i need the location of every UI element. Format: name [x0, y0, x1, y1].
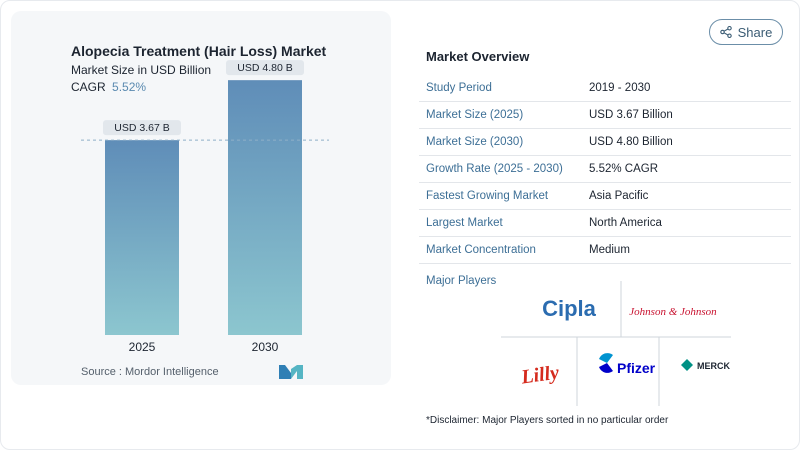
pfizer-icon [599, 353, 613, 363]
chart-card [11, 11, 391, 385]
overview-value: USD 4.80 Billion [589, 136, 673, 148]
chart-title: Alopecia Treatment (Hair Loss) Market [71, 43, 327, 59]
merck-logo: MERCK [681, 359, 730, 371]
source-text: Source : Mordor Intelligence [81, 366, 219, 378]
share-icon [719, 26, 732, 38]
overview-row: Study Period 2019 - 2030 [419, 75, 791, 102]
overview-row: Market Concentration Medium [419, 237, 791, 264]
overview-key: Study Period [426, 82, 492, 94]
data-label-bg [103, 120, 181, 136]
data-label: USD 3.67 B [114, 122, 169, 134]
overview-value: 5.52% CAGR [589, 163, 659, 175]
merck-icon [681, 359, 693, 371]
cagr-label: CAGR [71, 80, 106, 94]
overview-key: Market Size (2025) [426, 109, 524, 121]
cipla-logo: Cipla [542, 296, 597, 321]
merck-wordmark: MERCK [697, 361, 730, 371]
lilly-logo: Lilly [519, 362, 561, 389]
cagr-value: 5.52% [112, 80, 147, 94]
bar-chart: USD 3.67 B 2025 USD 4.80 B 2030 [81, 60, 329, 354]
overview-value: Asia Pacific [589, 190, 649, 202]
bar-2030 [228, 80, 302, 335]
disclaimer-text: *Disclaimer: Major Players sorted in no … [426, 415, 669, 426]
mordor-logo-icon [279, 365, 303, 379]
overview-key: Market Concentration [426, 244, 536, 256]
overview-key: Market Size (2030) [426, 136, 524, 148]
overview-value: Medium [589, 244, 630, 256]
share-button[interactable]: Share [709, 19, 783, 45]
bar-2025 [105, 140, 179, 335]
chart-subtitle: Market Size in USD Billion [71, 63, 212, 77]
overview-value: North America [589, 217, 662, 229]
overview-row: Market Size (2030) USD 4.80 Billion [419, 129, 791, 156]
overview-value: 2019 - 2030 [589, 82, 651, 94]
overview-row: Fastest Growing Market Asia Pacific [419, 183, 791, 210]
overview-key: Largest Market [426, 217, 503, 229]
overview-row: Market Size (2025) USD 3.67 Billion [419, 102, 791, 129]
overview-table: Study Period 2019 - 2030 Market Size (2025… [419, 75, 791, 264]
share-label: Share [737, 24, 773, 40]
overview-row: Growth Rate (2025 - 2030) 5.52% CAGR [419, 156, 791, 183]
x-tick-label: 2030 [252, 340, 279, 354]
overview-key: Fastest Growing Market [426, 190, 549, 202]
data-label-bg [226, 60, 304, 76]
data-label: USD 4.80 B [237, 62, 292, 74]
x-tick-label: 2025 [129, 340, 156, 354]
pfizer-wordmark: Pfizer [617, 360, 656, 376]
overview-value: USD 3.67 Billion [589, 109, 673, 121]
players-title: Major Players [426, 275, 497, 287]
johnson-johnson-logo: Johnson & Johnson [629, 306, 717, 318]
players-logo-grid: Cipla Johnson & Johnson Lilly Pfizer MER… [501, 281, 731, 406]
pfizer-logo: Pfizer [599, 353, 656, 376]
overview-key: Growth Rate (2025 - 2030) [426, 163, 563, 175]
overview-row: Largest Market North America [419, 210, 791, 237]
overview-title: Market Overview [426, 49, 530, 64]
chart-cagr: CAGR 5.52% [71, 80, 146, 94]
